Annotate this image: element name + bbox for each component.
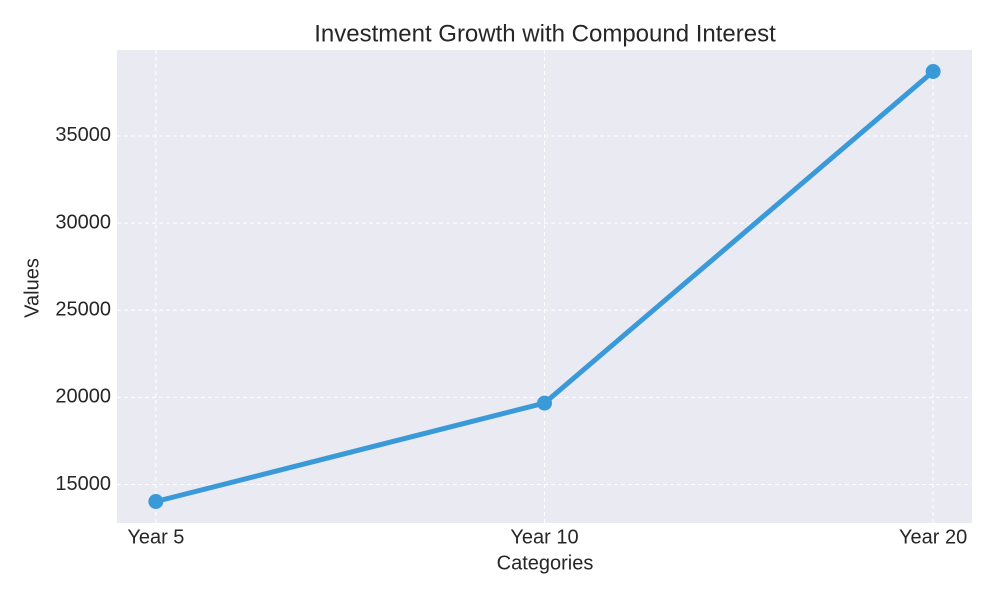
chart-title: Investment Growth with Compound Interest [314, 20, 776, 47]
y-tick-label: 35000 [55, 124, 111, 146]
y-tick-label: 30000 [55, 211, 111, 233]
y-tick-label: 25000 [55, 299, 111, 321]
y-tick-label: 15000 [55, 473, 111, 495]
point [925, 64, 941, 80]
x-tick-label: Year 10 [510, 526, 578, 548]
x-axis-label: Categories [497, 552, 594, 574]
point [537, 395, 552, 411]
x-tick-label: Year 20 [899, 526, 967, 548]
point [148, 493, 164, 509]
x-tick-label: Year 5 [127, 526, 184, 548]
y-tick-label: 20000 [55, 386, 111, 408]
y-axis-label: Values [21, 258, 43, 318]
